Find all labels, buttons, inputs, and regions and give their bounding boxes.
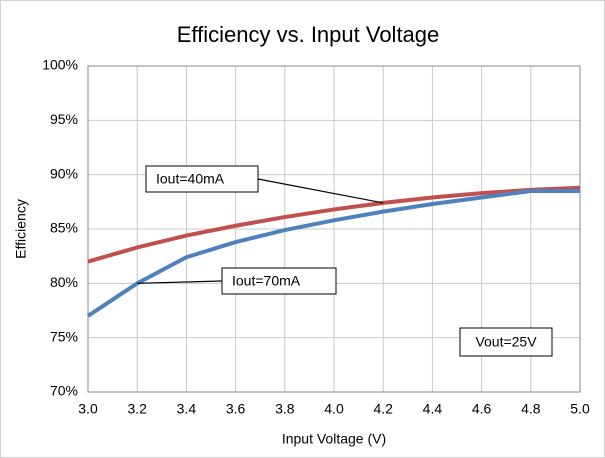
x-tick-label: 3.4 [177, 401, 197, 417]
x-tick-label: 4.8 [521, 401, 541, 417]
x-tick-label: 4.2 [373, 401, 393, 417]
x-tick-label: 4.0 [324, 401, 344, 417]
y-tick-label: 75% [50, 328, 78, 344]
series-label: Iout=70mA [232, 273, 301, 289]
x-tick-label: 4.4 [423, 401, 443, 417]
x-axis-label: Input Voltage (V) [282, 431, 386, 447]
y-tick-label: 85% [50, 220, 78, 236]
x-tick-label: 3.8 [275, 401, 295, 417]
x-tick-label: 4.6 [472, 401, 492, 417]
y-tick-label: 100% [42, 57, 78, 73]
x-tick-label: 3.6 [226, 401, 246, 417]
y-tick-label: 70% [50, 383, 78, 399]
x-tick-label: 3.0 [78, 401, 98, 417]
x-tick-label: 5.0 [570, 401, 590, 417]
y-tick-label: 80% [50, 274, 78, 290]
chart-title: Efficiency vs. Input Voltage [177, 22, 440, 47]
y-axis-label: Efficiency [13, 199, 29, 259]
y-tick-label: 95% [50, 111, 78, 127]
y-tick-label: 90% [50, 165, 78, 181]
series-label: Iout=40mA [156, 171, 225, 187]
annotation: Vout=25V [475, 334, 537, 350]
x-tick-label: 3.2 [127, 401, 147, 417]
chart: Efficiency vs. Input Voltage Input Volta… [0, 0, 605, 458]
